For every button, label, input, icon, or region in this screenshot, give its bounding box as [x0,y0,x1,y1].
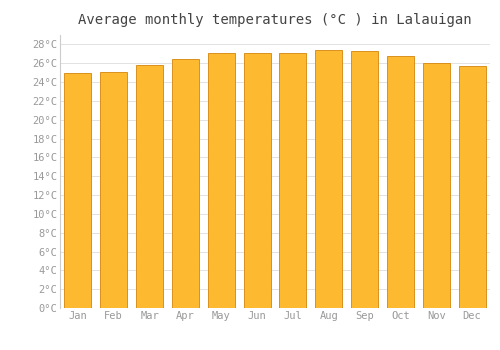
Bar [351,51,378,308]
Bar [458,66,485,308]
Bar [280,53,306,308]
Bar [172,58,199,308]
Bar [387,56,414,308]
Bar [208,53,234,308]
Bar [423,63,450,308]
Bar [64,73,92,308]
Bar [244,53,270,308]
Bar [316,50,342,308]
Bar [136,65,163,308]
Title: Average monthly temperatures (°C ) in Lalauigan: Average monthly temperatures (°C ) in La… [78,13,472,27]
Bar [100,72,127,308]
